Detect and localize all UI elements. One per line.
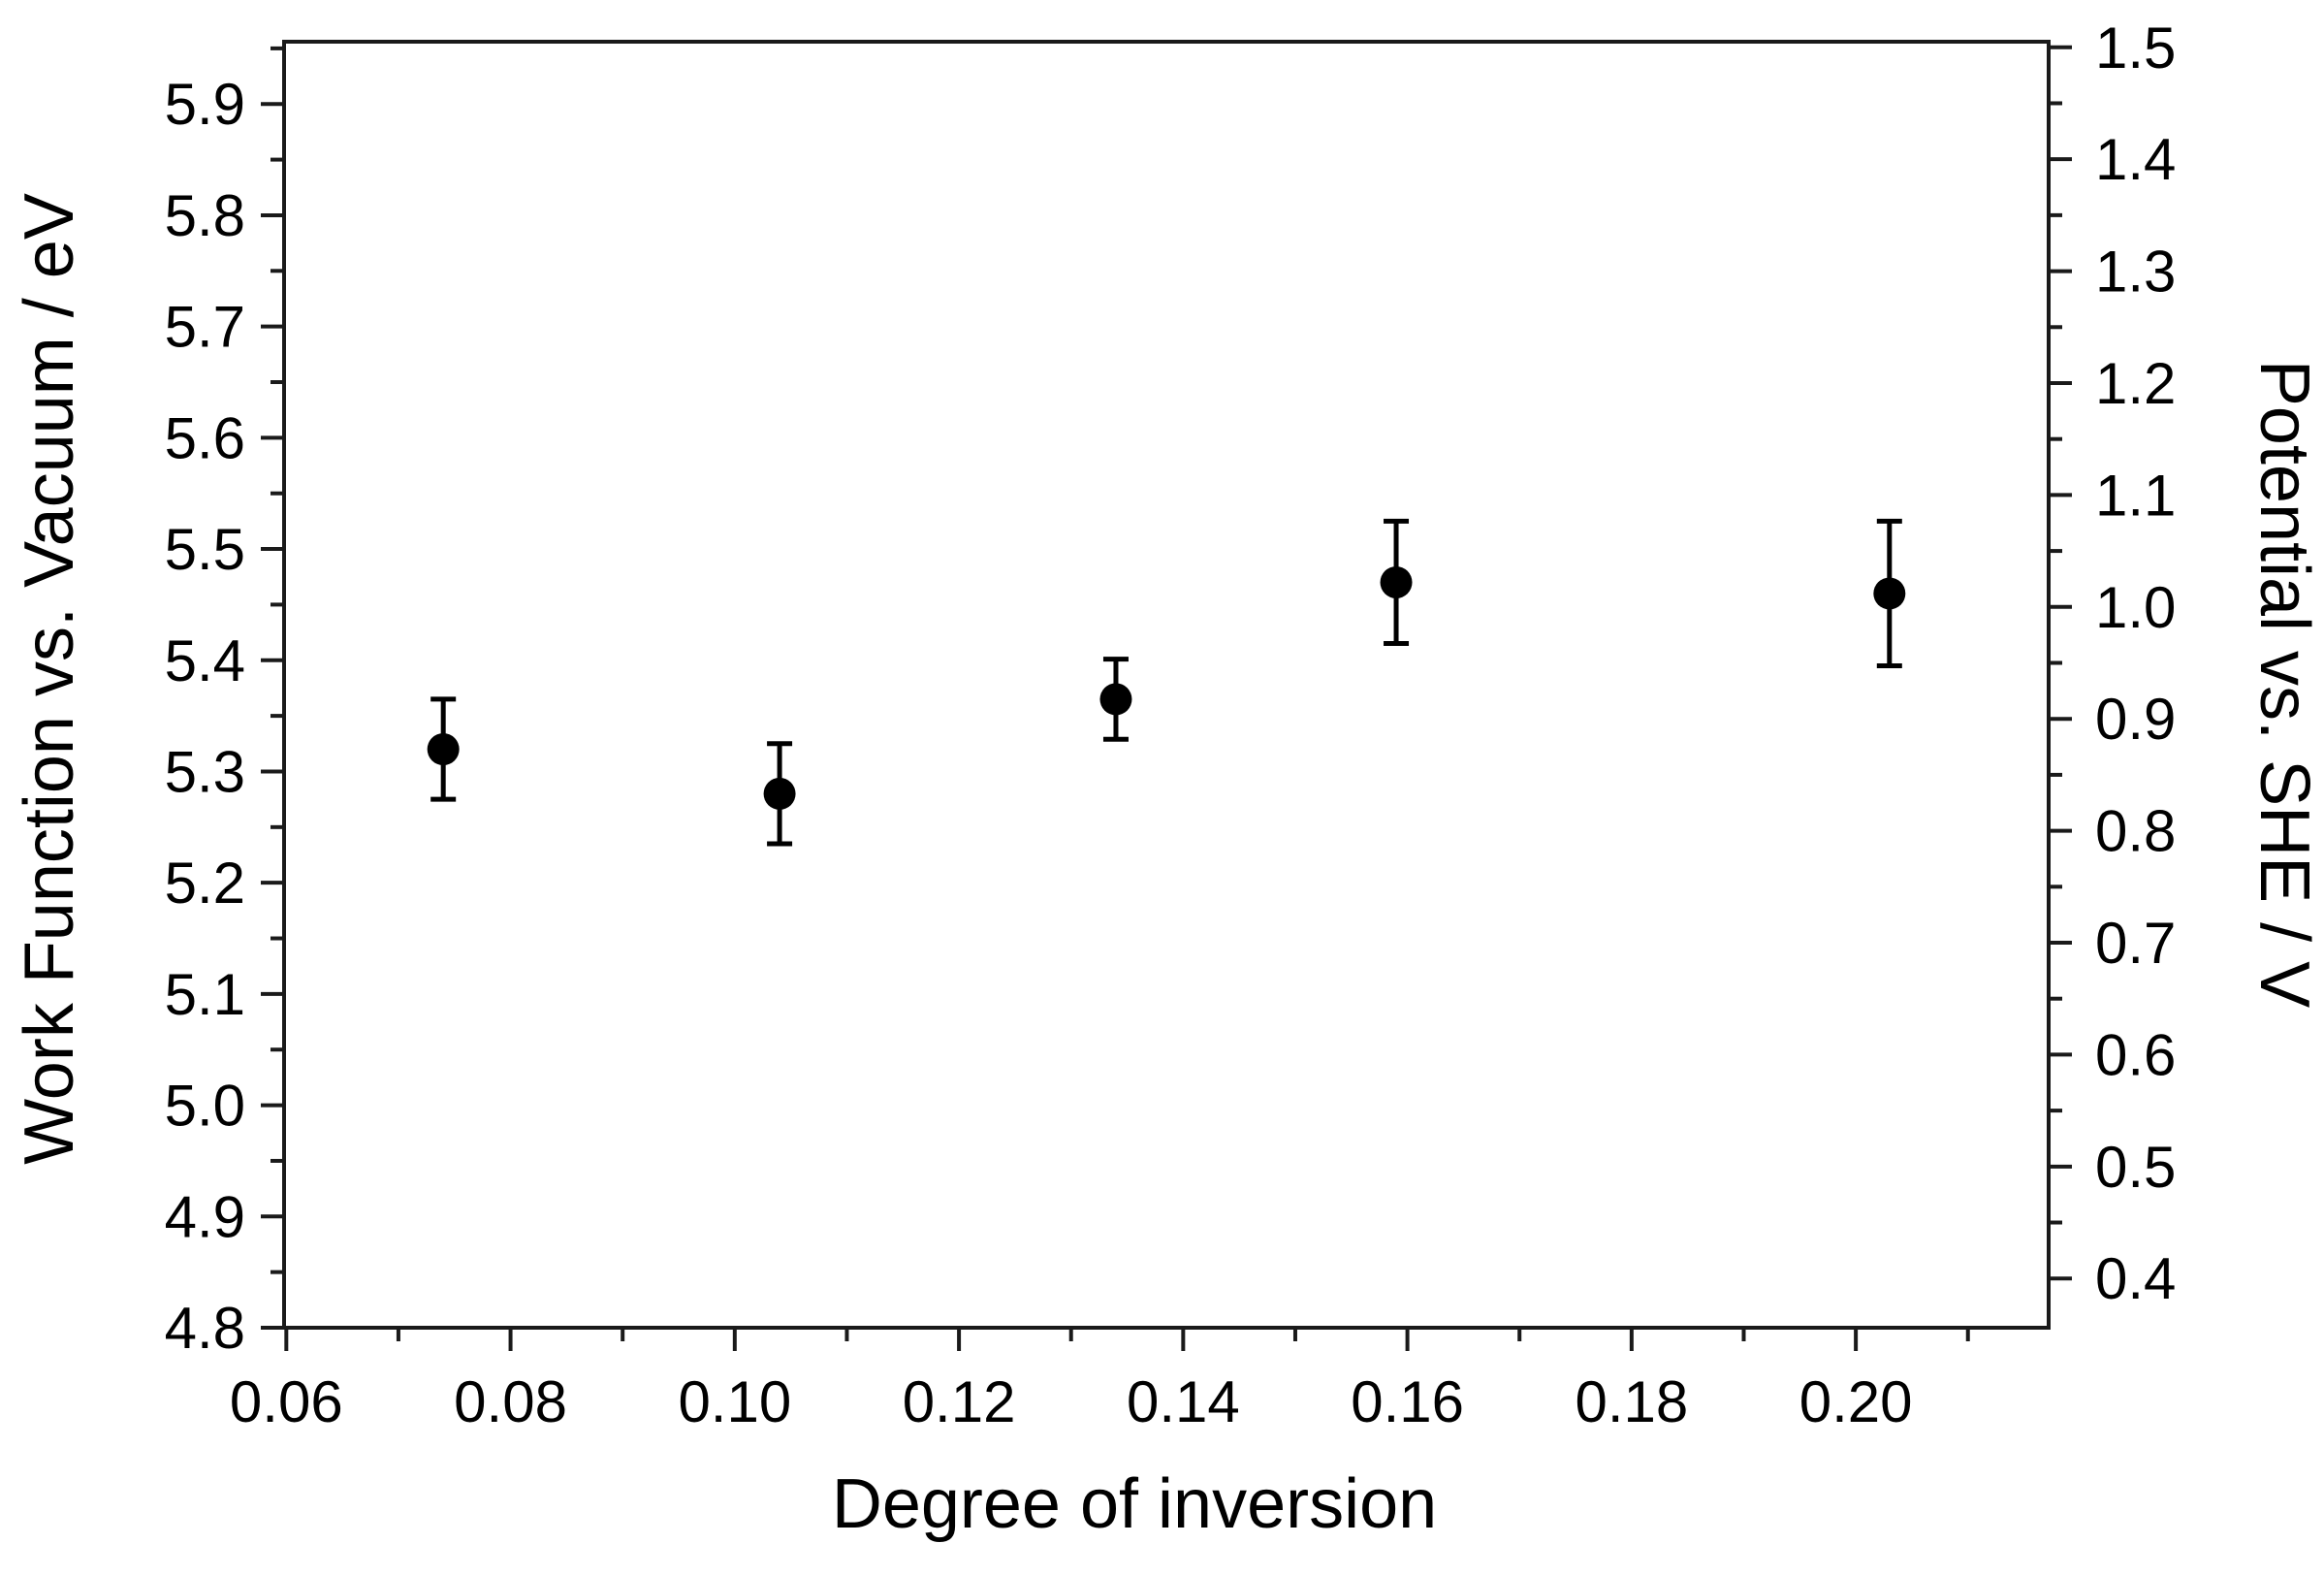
y-left-tick-label: 4.9 <box>165 1184 245 1249</box>
y-axis-left-ticks: 4.8 4.9 5.0 5.1 5.2 5.3 5.4 5.5 5.6 5.7 5.8 5.9 <box>165 46 284 1361</box>
y-right-tick-label: 0.4 <box>2095 1246 2176 1311</box>
y-left-tick-label: 5.2 <box>165 851 245 916</box>
y-right-tick-label: 1.3 <box>2095 240 2176 305</box>
y-right-tick-label: 0.5 <box>2095 1135 2176 1200</box>
y-left-tick-label: 5.4 <box>165 628 245 693</box>
y-axis-title-left: Work Function vs. Vacuum / eV <box>11 193 88 1165</box>
y-left-tick-label: 5.0 <box>165 1074 245 1139</box>
x-tick-label: 0.16 <box>1351 1369 1464 1434</box>
series-work-function-vs-degree-of-inversion <box>427 518 1906 847</box>
x-tick-label: 0.06 <box>230 1369 343 1434</box>
y-left-tick-label: 5.6 <box>165 405 245 470</box>
data-point-marker <box>763 777 796 810</box>
y-right-tick-label: 1.1 <box>2095 463 2176 528</box>
x-tick-label: 0.10 <box>678 1369 791 1434</box>
y-left-tick-label: 5.5 <box>165 517 245 582</box>
y-right-tick-label: 0.7 <box>2095 911 2176 976</box>
plot-area: 0.06 0.08 0.10 0.12 0.14 0.16 0.18 0.20 4.8 4.9 5.… <box>165 16 2177 1434</box>
x-tick-label: 0.14 <box>1127 1369 1240 1434</box>
y-right-tick-label: 0.8 <box>2095 799 2176 864</box>
x-tick-label: 0.20 <box>1799 1369 1913 1434</box>
x-axis-ticks: 0.06 0.08 0.10 0.12 0.14 0.16 0.18 0.20 <box>230 1328 1970 1434</box>
data-point-marker <box>1099 683 1132 716</box>
x-tick-label: 0.12 <box>903 1369 1016 1434</box>
y-right-tick-label: 1.2 <box>2095 351 2176 416</box>
y-left-tick-label: 4.8 <box>165 1296 245 1361</box>
x-axis-title: Degree of inversion <box>832 1465 1437 1543</box>
plot-box <box>282 40 2051 1330</box>
y-right-tick-label: 0.9 <box>2095 687 2176 752</box>
y-left-tick-label: 5.7 <box>165 295 245 360</box>
y-right-tick-label: 1.5 <box>2095 16 2176 80</box>
x-tick-label: 0.08 <box>454 1369 567 1434</box>
y-left-tick-label: 5.8 <box>165 183 245 248</box>
y-axis-right-ticks: 0.4 0.5 0.6 0.7 0.8 0.9 1.0 1.1 1.2 1.3 1.4 1.5 <box>2049 16 2176 1311</box>
y-left-tick-label: 5.1 <box>165 962 245 1027</box>
y-right-tick-label: 1.0 <box>2095 575 2176 640</box>
y-right-tick-label: 1.4 <box>2095 127 2176 192</box>
data-point-marker <box>1380 565 1413 598</box>
y-left-tick-label: 5.9 <box>165 72 245 137</box>
y-right-tick-label: 0.6 <box>2095 1022 2176 1087</box>
y-axis-title-right: Potential vs. SHE / V <box>2245 360 2323 1008</box>
x-tick-label: 0.18 <box>1575 1369 1688 1434</box>
data-point-marker <box>427 733 460 766</box>
y-left-tick-label: 5.3 <box>165 739 245 804</box>
data-point-marker <box>1873 577 1906 610</box>
